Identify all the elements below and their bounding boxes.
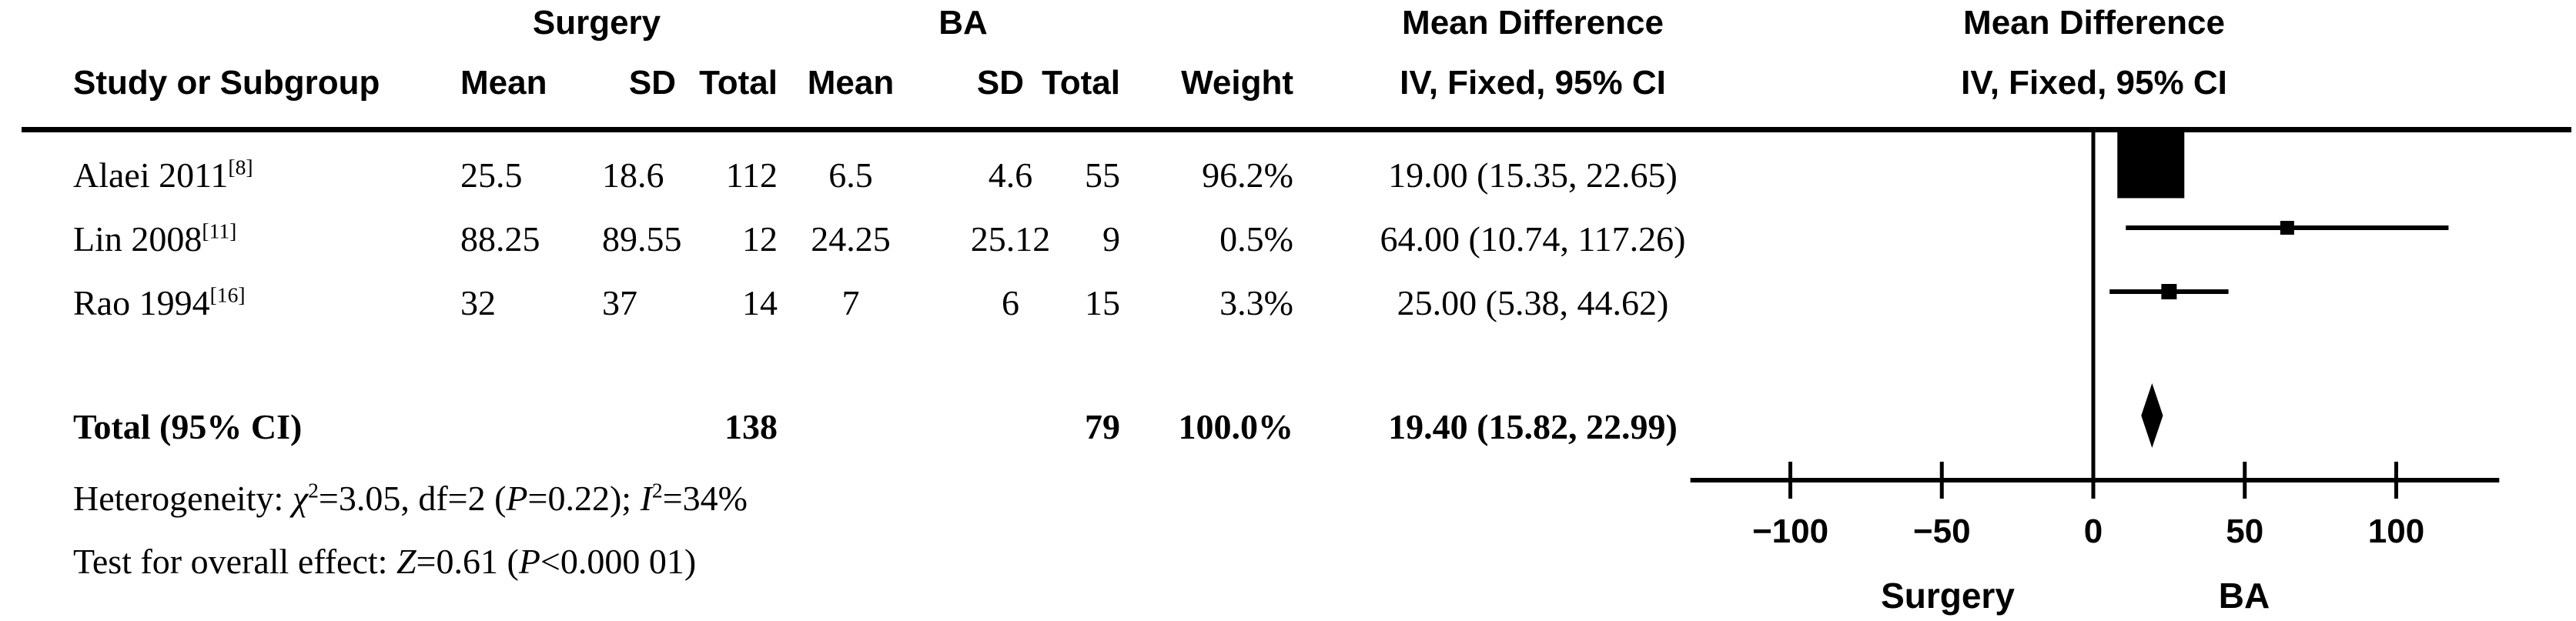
column-header-ba-total: Total: [1042, 64, 1120, 102]
axis-tick: [1939, 462, 1944, 499]
axis-tick-label: −50: [1913, 512, 1971, 550]
surgery-total-value: 12: [742, 219, 778, 259]
axis-tick: [1788, 462, 1792, 499]
forest-plot: −100 −50 0 50 100 Surgery BA: [1690, 129, 2500, 616]
surgery-sd-value: 37: [602, 283, 637, 322]
axis-tick-label: 50: [2226, 512, 2263, 550]
total-surgery-n: 138: [724, 407, 778, 446]
surgery-mean-value: 32: [460, 283, 496, 322]
column-header-study: Study or Subgroup: [73, 64, 380, 102]
overall-effect-line: Test for overall effect: Z=0.61 (P<0.000…: [73, 542, 697, 581]
study-reference: [16]: [209, 282, 246, 307]
surgery-sd-value: 18.6: [602, 155, 664, 195]
weight-value: 3.3%: [1219, 283, 1293, 322]
ci-text: 64.00 (10.74, 117.26): [1380, 219, 1686, 259]
effect-square: [2280, 221, 2294, 235]
study-reference: [8]: [228, 155, 253, 179]
ba-total-value: 55: [1085, 155, 1120, 195]
column-header-mean-difference-right: Mean Difference: [1963, 4, 2225, 42]
column-header-surgery-sd: SD: [628, 64, 676, 102]
column-header-ba-mean: Mean: [807, 64, 895, 102]
ba-total-value: 9: [1102, 219, 1120, 259]
study-name: Rao 1994[16]: [73, 282, 246, 322]
heterogeneity-line: Heterogeneity: χ2=3.05, df=2 (P=0.22); I…: [73, 478, 748, 518]
total-diamond: [2141, 383, 2163, 448]
study-reference: [11]: [202, 219, 237, 243]
zero-line: [2091, 129, 2096, 499]
ba-sd-value: 4.6: [988, 155, 1033, 195]
effect-square: [2117, 131, 2185, 199]
column-header-weight: Weight: [1181, 64, 1293, 102]
ba-mean-value: 24.25: [811, 219, 891, 259]
total-ba-n: 79: [1085, 407, 1120, 446]
header-divider-rule: [22, 127, 2571, 132]
axis-tick: [2243, 462, 2247, 499]
surgery-mean-value: 25.5: [460, 155, 523, 195]
ba-total-value: 15: [1085, 283, 1120, 322]
total-weight: 100.0%: [1178, 407, 1294, 446]
ba-sd-value: 6: [1002, 283, 1019, 322]
total-label: Total (95% CI): [73, 407, 303, 446]
column-header-ci-right: IV, Fixed, 95% CI: [1961, 64, 2227, 102]
favours-left-label: Surgery: [1881, 576, 2015, 616]
ci-text: 19.00 (15.35, 22.65): [1388, 155, 1678, 195]
column-header-surgery-mean: Mean: [460, 64, 547, 102]
ba-mean-value: 7: [841, 283, 860, 322]
weight-value: 96.2%: [1202, 155, 1293, 195]
group-header-ba: BA: [938, 4, 988, 42]
axis-tick-label: 100: [2368, 512, 2424, 550]
study-name: Lin 2008[11]: [73, 219, 237, 259]
effect-square: [2161, 284, 2177, 299]
ci-text: 25.00 (5.38, 44.62): [1397, 283, 1669, 322]
ba-sd-value: 25.12: [970, 219, 1051, 259]
column-header-mean-difference-left: Mean Difference: [1402, 4, 1664, 42]
surgery-sd-value: 89.55: [602, 219, 682, 259]
surgery-total-value: 14: [742, 283, 778, 322]
group-header-surgery: Surgery: [532, 4, 661, 42]
ba-mean-value: 6.5: [828, 155, 873, 195]
axis-tick: [2091, 462, 2096, 499]
surgery-mean-value: 88.25: [460, 219, 540, 259]
column-header-surgery-total: Total: [699, 64, 778, 102]
surgery-total-value: 112: [725, 155, 778, 195]
axis-tick-label: 0: [2084, 512, 2103, 550]
axis-tick-label: −100: [1752, 512, 1828, 550]
column-header-ci-left: IV, Fixed, 95% CI: [1400, 64, 1666, 102]
weight-value: 0.5%: [1219, 219, 1293, 259]
axis-tick: [2394, 462, 2398, 499]
study-name: Alaei 2011[8]: [73, 155, 253, 195]
favours-right-label: BA: [2219, 576, 2270, 616]
total-ci-text: 19.40 (15.82, 22.99): [1388, 407, 1678, 446]
column-header-ba-sd: SD: [976, 64, 1024, 102]
